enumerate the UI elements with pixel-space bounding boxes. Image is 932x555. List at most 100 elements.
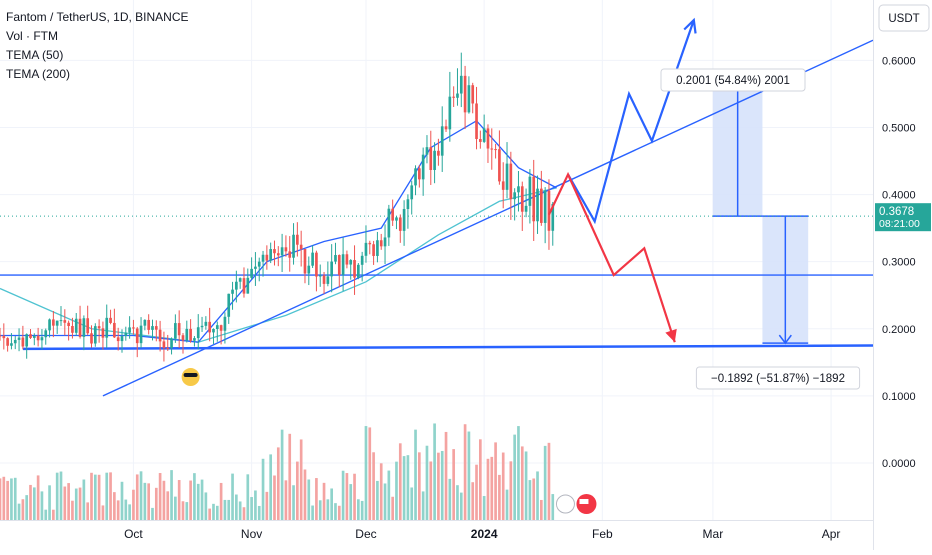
volume-bar	[242, 507, 246, 520]
candle-body	[67, 322, 70, 327]
candle-body	[299, 244, 303, 250]
candle-body	[421, 154, 425, 180]
volume-bar	[208, 508, 212, 520]
us-flag-stripe	[579, 499, 589, 504]
candle-body	[147, 319, 151, 330]
candle-body	[162, 341, 166, 348]
price-badge-countdown: 08:21:00	[879, 218, 920, 230]
candle-body	[13, 339, 17, 344]
bearish-arrowhead	[665, 328, 677, 343]
y-tick-label: 0.2000	[882, 324, 916, 336]
volume-bar	[189, 480, 192, 520]
candle-body	[307, 265, 311, 274]
volume-bar	[448, 478, 452, 520]
volume-bar	[429, 461, 433, 520]
candle-body	[25, 334, 29, 347]
currency-button[interactable]: USDT	[888, 13, 919, 25]
volume-bar	[547, 442, 551, 520]
volume-bar	[433, 423, 436, 520]
volume-bar	[74, 488, 78, 520]
chart-legend: Fantom / TetherUS, 1D, BINANCE Vol · FTM…	[6, 8, 189, 84]
candle-body	[517, 186, 520, 193]
indicator-tema200[interactable]: TEMA (200)	[6, 67, 71, 81]
candle-body	[528, 176, 532, 206]
candle-body	[288, 251, 292, 258]
volume-bar	[265, 491, 269, 520]
candle-body	[490, 148, 494, 150]
volume-bar	[174, 496, 177, 520]
candle-body	[6, 338, 9, 346]
up-measure-label: 0.2001 (54.84%) 2001	[676, 75, 790, 87]
volume-bar	[280, 429, 284, 520]
candle-body	[254, 266, 257, 269]
volume-bar	[406, 455, 410, 520]
volume-bar	[147, 483, 151, 520]
candle-body	[505, 163, 509, 190]
volume-bar	[105, 472, 109, 520]
candle-body	[402, 209, 406, 231]
volume-bar	[158, 473, 162, 520]
volume-bar	[440, 450, 444, 520]
candle-body	[463, 75, 467, 113]
candle-body	[448, 96, 452, 130]
candle-body	[170, 338, 173, 348]
candle-body	[231, 289, 234, 294]
volume-bar	[257, 505, 261, 520]
price-axis: 0.0000 0.1000 0.2000 0.3000 0.4000 0.5000 0.60…	[873, 0, 932, 550]
candle-body	[105, 317, 109, 338]
volume-bar	[513, 434, 516, 520]
candle-body	[318, 275, 322, 277]
candle-body	[540, 188, 543, 223]
volume-bar	[341, 470, 345, 520]
candle-body	[498, 149, 501, 182]
volume-bar	[383, 483, 387, 520]
volume-bar	[219, 482, 223, 520]
volume-bar	[292, 485, 295, 520]
candle-body	[326, 276, 330, 284]
volume-bar	[124, 499, 128, 520]
volume-bar	[345, 473, 349, 520]
candle-body	[337, 255, 341, 275]
tema200-line	[0, 187, 557, 343]
candle-body	[532, 176, 536, 222]
volume-bar	[334, 503, 337, 520]
candle-body	[349, 260, 353, 265]
candle-body	[101, 328, 105, 338]
candle-body	[78, 318, 82, 337]
down-measure-label: −0.1892 (−51.87%) −1892	[711, 373, 845, 385]
candle-body	[48, 319, 51, 331]
candle-body	[360, 255, 364, 265]
volume-bar	[21, 499, 25, 520]
volume-bar	[32, 487, 36, 520]
x-tick-label: Feb	[592, 527, 613, 541]
indicator-vol[interactable]: Vol · FTM	[6, 29, 59, 43]
candle-body	[387, 208, 391, 238]
volume-bar	[444, 431, 448, 520]
volume-bar	[128, 504, 131, 520]
volume-bar	[360, 500, 364, 520]
x-tick-label: Oct	[124, 527, 143, 541]
candle-body	[284, 247, 288, 252]
volume-bar	[551, 494, 555, 520]
indicator-tema50[interactable]: TEMA (50)	[6, 48, 64, 62]
candle-body	[459, 75, 463, 94]
candles	[0, 52, 555, 362]
volume-bar	[78, 487, 82, 520]
candle-body	[398, 217, 402, 231]
candle-body	[36, 335, 40, 341]
candle-body	[250, 268, 253, 278]
volume-bar	[501, 452, 505, 520]
volume-bar	[223, 499, 227, 520]
candle-body	[383, 237, 387, 247]
candle-body	[21, 337, 25, 347]
volume-bar	[2, 476, 6, 520]
candle-body	[391, 208, 394, 221]
candle-body	[40, 337, 44, 341]
candle-body	[440, 126, 444, 156]
volume-bar	[113, 492, 116, 520]
candle-body	[71, 326, 74, 333]
volume-bar	[231, 473, 234, 520]
bullish-path	[567, 19, 695, 225]
